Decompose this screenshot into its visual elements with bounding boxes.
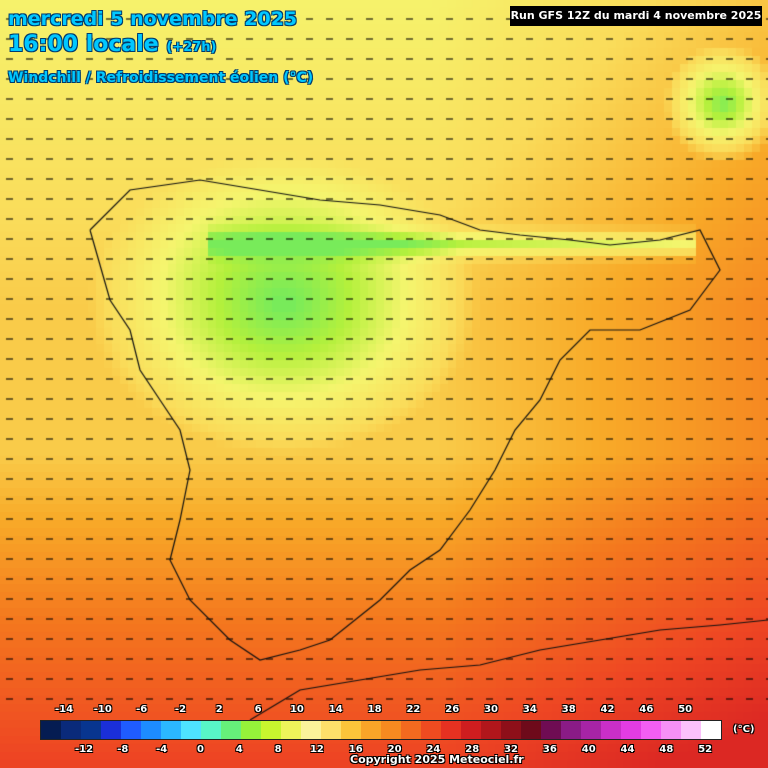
legend-swatch [621,721,641,739]
copyright: Copyright 2025 Meteociel.fr [350,753,524,766]
legend-tick-bottom: -8 [117,744,129,755]
legend-swatch [181,721,201,739]
legend-swatch [301,721,321,739]
legend-tick-top: 10 [289,704,304,715]
legend-swatch [701,721,721,739]
legend-swatch [681,721,701,739]
legend-swatch [521,721,541,739]
legend-tick-top: 2 [215,704,223,715]
legend-swatch [61,721,81,739]
legend-tick-top: 34 [522,704,537,715]
color-scale-bar [40,720,722,740]
legend-swatch [321,721,341,739]
legend-swatch [201,721,221,739]
legend-tick-bottom: 16 [348,744,363,755]
legend-swatch [401,721,421,739]
legend-tick-top: 18 [367,704,382,715]
legend-tick-top: 6 [254,704,262,715]
legend-tick-top: -2 [174,704,187,715]
legend-tick-bottom: 36 [542,744,557,755]
legend-tick-top: 50 [678,704,693,715]
legend-tick-top: 30 [484,704,499,715]
legend-swatch [101,721,121,739]
legend-tick-bottom: 48 [659,744,674,755]
legend-tick-bottom: 24 [426,744,441,755]
legend-tick-bottom: 8 [274,744,282,755]
legend-swatch [221,721,241,739]
legend-unit: (°C) [733,724,755,735]
legend-swatch [241,721,261,739]
variable-title: Windchill / Refroidissement éolien (°C) [8,70,314,86]
legend-tick-top: 14 [328,704,343,715]
legend-tick-bottom: 4 [235,744,243,755]
legend-tick-top: 46 [639,704,654,715]
legend-tick-bottom: 12 [309,744,324,755]
legend-tick-top: -10 [93,704,112,715]
legend-swatch [481,721,501,739]
legend-swatch [441,721,461,739]
legend-swatch [341,721,361,739]
legend-tick-top: -14 [54,704,74,715]
legend-swatch [81,721,101,739]
legend-tick-top: -6 [136,704,148,715]
legend-tick-bottom: 20 [387,744,402,755]
legend-swatch [461,721,481,739]
legend-tick-bottom: 32 [504,744,519,755]
legend-swatch [281,721,301,739]
legend-swatch [601,721,621,739]
run-label: Run GFS 12Z du mardi 4 novembre 2025 [510,6,762,26]
legend-tick-bottom: 44 [620,744,635,755]
legend-swatch [501,721,521,739]
legend-tick-bottom: 52 [698,744,713,755]
legend-swatch [421,721,441,739]
legend-swatch [561,721,581,739]
legend-tick-bottom: 0 [196,744,204,755]
forecast-time: 16:00 locale (+27h) [8,32,217,57]
legend-swatch [121,721,141,739]
legend-swatch [541,721,561,739]
legend-swatch [161,721,181,739]
legend-tick-bottom: -4 [156,744,168,755]
legend-swatch [381,721,401,739]
legend-tick-top: 38 [561,704,576,715]
legend-tick-top: 22 [406,704,421,715]
legend-swatch [661,721,681,739]
legend-tick-top: 26 [445,704,460,715]
legend-tick-bottom: 40 [581,744,596,755]
legend-swatch [141,721,161,739]
legend-tick-bottom: -12 [74,744,94,755]
legend-swatch [41,721,61,739]
legend-swatch [641,721,661,739]
forecast-time-local: 16:00 locale [8,32,159,57]
legend-swatch [361,721,381,739]
legend-swatch [261,721,281,739]
legend-tick-top: 42 [600,704,615,715]
legend-swatch [581,721,601,739]
forecast-date: mercredi 5 novembre 2025 [8,8,298,30]
forecast-offset: (+27h) [166,40,217,55]
legend-tick-bottom: 28 [465,744,480,755]
